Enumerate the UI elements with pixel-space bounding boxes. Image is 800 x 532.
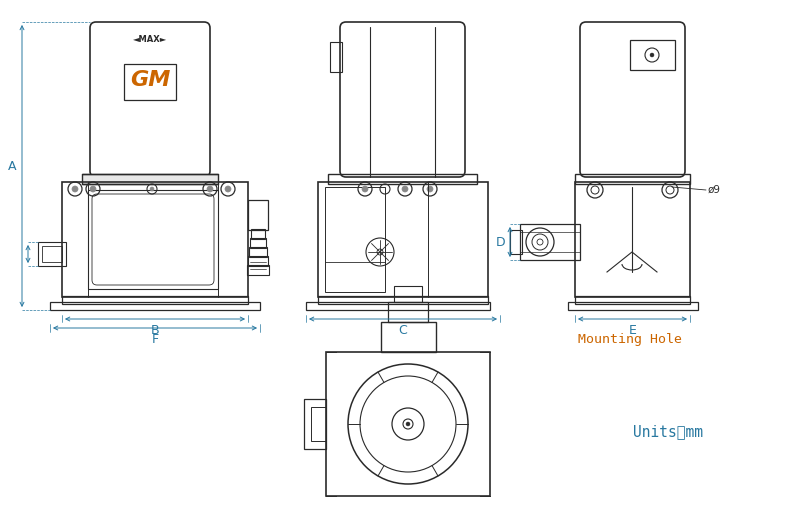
Text: GM: GM — [130, 70, 170, 90]
Bar — [328, 174, 477, 184]
Bar — [50, 302, 260, 310]
Circle shape — [72, 186, 78, 192]
Text: D: D — [495, 236, 505, 248]
Text: E: E — [629, 324, 637, 337]
Circle shape — [150, 187, 154, 191]
Bar — [330, 42, 342, 72]
Bar — [311, 407, 326, 441]
Bar — [568, 302, 698, 310]
Bar — [304, 399, 326, 449]
Text: B: B — [150, 324, 159, 337]
Bar — [62, 182, 248, 297]
Circle shape — [362, 186, 368, 192]
Text: A: A — [7, 160, 16, 172]
Bar — [326, 352, 490, 496]
Bar — [520, 224, 580, 260]
Bar — [318, 296, 488, 304]
Bar — [124, 64, 176, 100]
Bar — [247, 265, 269, 275]
Circle shape — [90, 186, 96, 192]
Bar — [318, 182, 488, 297]
Bar — [88, 190, 218, 289]
Bar — [575, 182, 690, 297]
Bar — [388, 302, 428, 322]
Bar — [510, 230, 522, 254]
Circle shape — [225, 186, 231, 192]
Bar — [306, 302, 490, 310]
Circle shape — [406, 422, 410, 426]
Text: F: F — [151, 333, 158, 346]
Bar — [38, 242, 66, 266]
Bar — [248, 200, 268, 230]
Circle shape — [650, 53, 654, 57]
Bar — [630, 40, 675, 70]
Circle shape — [402, 186, 408, 192]
Bar — [381, 322, 435, 352]
Bar — [575, 296, 690, 304]
Bar — [42, 246, 62, 262]
Bar — [251, 229, 265, 239]
Bar — [249, 247, 267, 257]
Bar — [394, 286, 422, 302]
Bar — [250, 238, 266, 248]
Bar — [82, 174, 218, 184]
Bar — [62, 296, 248, 304]
Text: ø9: ø9 — [708, 185, 721, 195]
Text: C: C — [398, 324, 407, 337]
Bar — [575, 174, 690, 184]
Bar — [325, 187, 385, 292]
Text: ◄MAX►: ◄MAX► — [133, 36, 167, 45]
Bar — [248, 256, 268, 266]
Circle shape — [427, 186, 433, 192]
Circle shape — [207, 186, 213, 192]
Text: Mounting Hole: Mounting Hole — [578, 334, 682, 346]
Text: Units：mm: Units：mm — [633, 425, 703, 439]
